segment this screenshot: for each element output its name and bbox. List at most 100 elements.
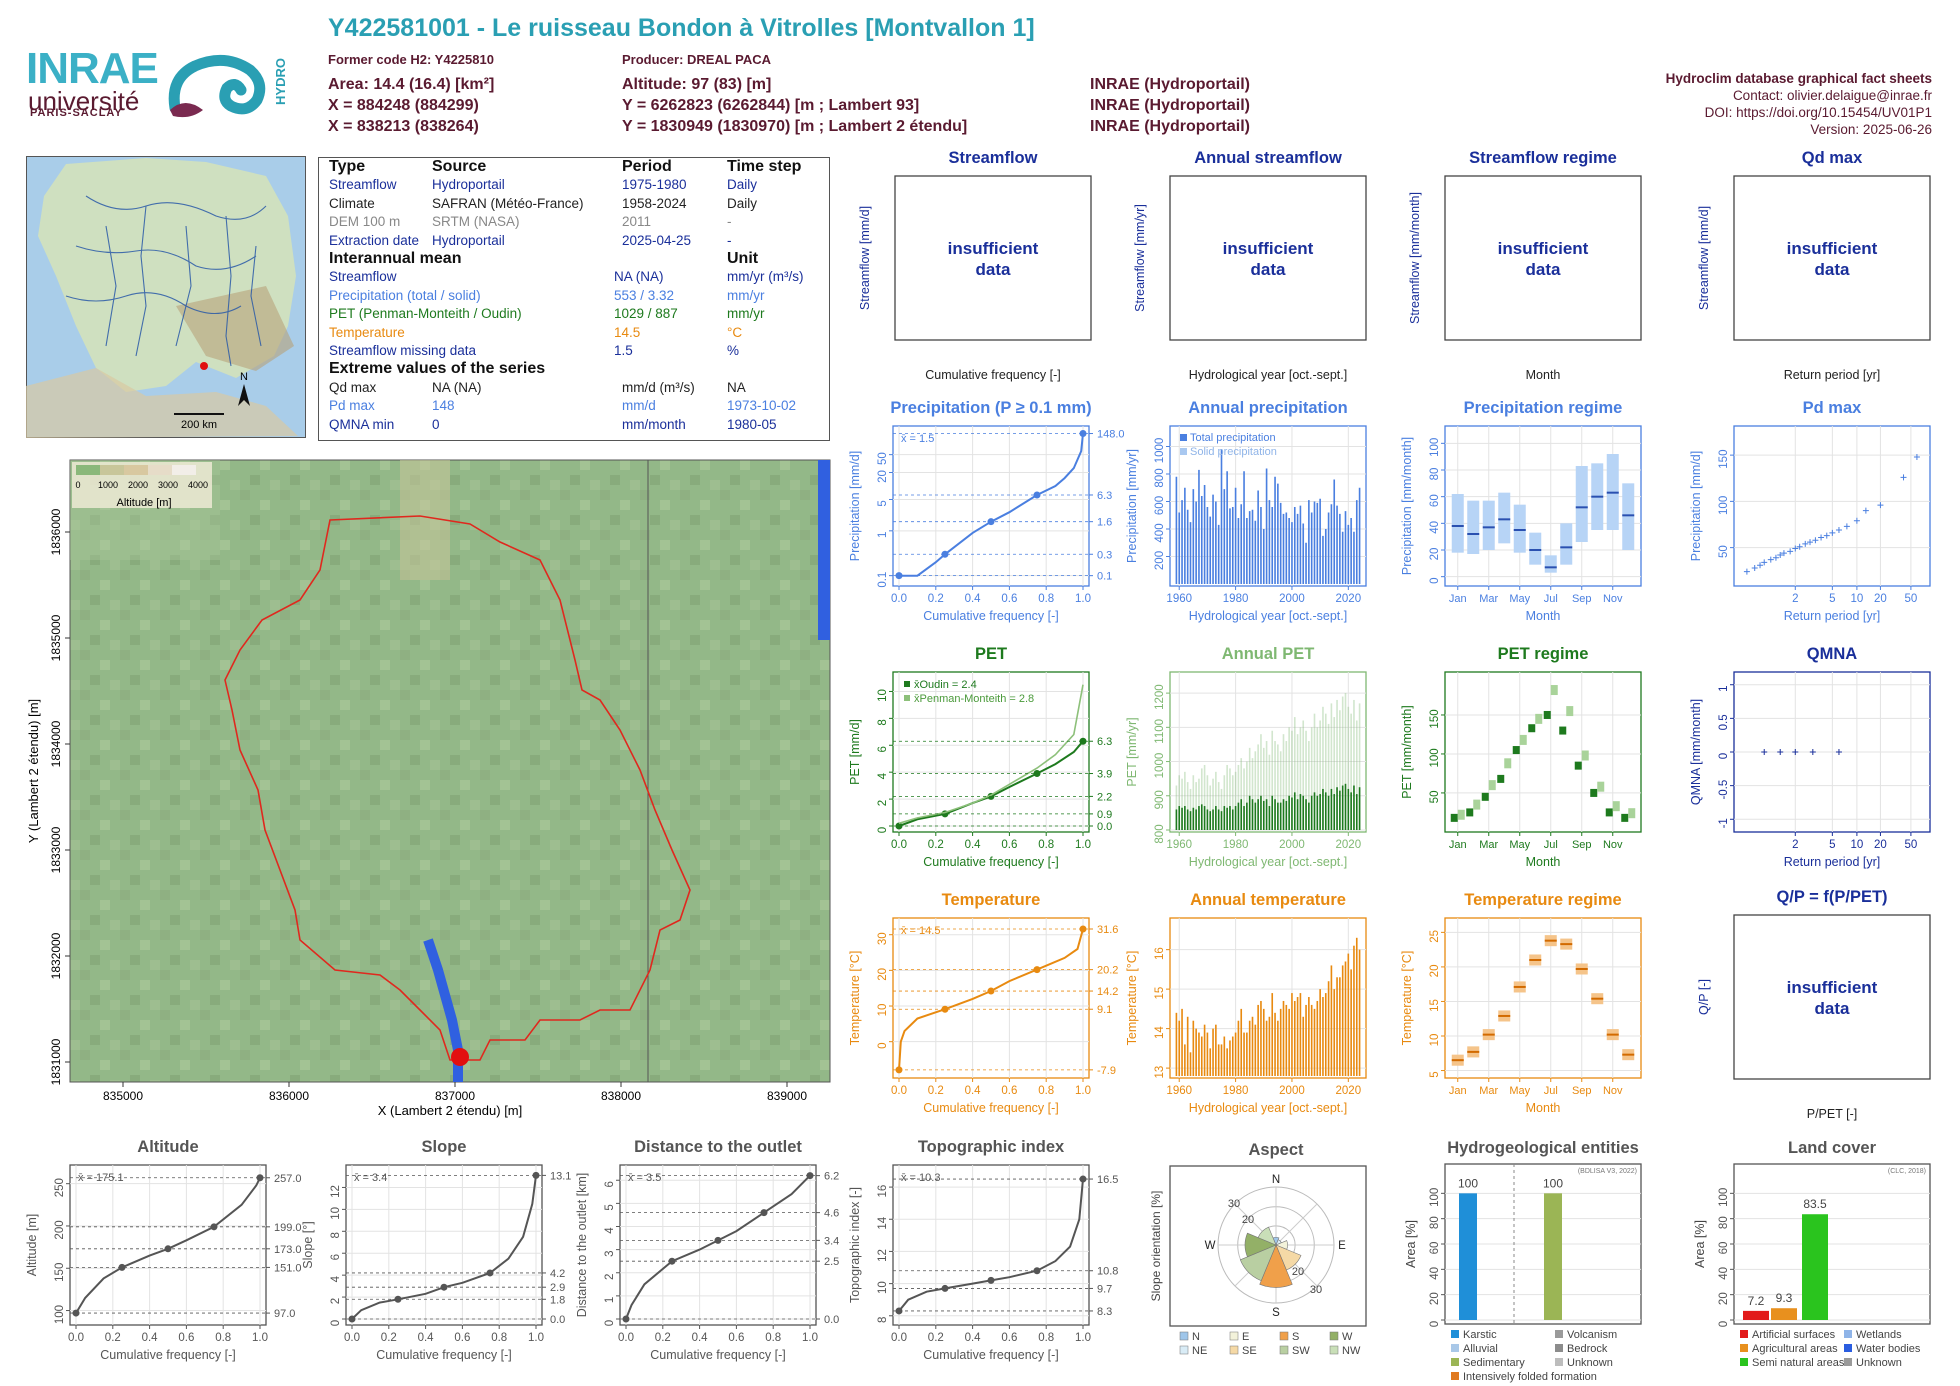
aspect-legend-label: W (1342, 1331, 1353, 1343)
annual_precip-bar (1293, 507, 1296, 584)
hydrogeo-legend-swatch (1451, 1330, 1459, 1338)
annual_temp-bar (1344, 961, 1347, 1076)
map-xtick-label: 837000 (435, 1089, 475, 1103)
annual_temp-bar (1231, 1036, 1234, 1076)
qmna-xtick-label: 50 (1905, 839, 1918, 851)
annual_precip-bar (1324, 529, 1327, 584)
annual_pet-bar (1203, 806, 1206, 830)
former-code: Former code H2: Y4225810 (328, 52, 494, 67)
annual_temp-y-label: Temperature [°C] (1125, 951, 1139, 1046)
annual_precip-bar (1243, 471, 1245, 584)
pet_regime-xtick-label: Nov (1603, 839, 1623, 851)
annual_precip-bar (1327, 512, 1330, 584)
pet-regime-pm (1597, 781, 1605, 792)
pd_max-point (1818, 534, 1825, 541)
annual_precip-bar (1285, 512, 1288, 584)
temp_cdf-x-label: Cumulative frequency [-] (923, 1101, 1058, 1115)
annual_precip-bar (1316, 502, 1319, 584)
annual_pet-bar (1293, 717, 1296, 830)
hydrogeo-legend-label: Bedrock (1567, 1343, 1608, 1355)
annual_pet-bar (1302, 795, 1305, 830)
pd_max-x-label: Return period [yr] (1784, 609, 1881, 623)
precip_regime-x-label: Month (1526, 609, 1561, 623)
legend-total-precip: Total precipitation (1190, 432, 1276, 444)
annual_temp-bar (1198, 1032, 1200, 1076)
annual_precip-bar (1353, 531, 1355, 584)
pd_max-xtick-label: 50 (1905, 593, 1918, 605)
annual_precip-bar (1268, 500, 1271, 584)
precip_cdf-ytick-label: 50 (877, 452, 889, 465)
annual_pet-ytick-label: 1200 (1154, 684, 1166, 710)
annual_temp-bar (1279, 1008, 1282, 1076)
precip_cdf-right-tick-label: 6.3 (1097, 490, 1112, 502)
table-row: Precipitation (total / solid) 553 / 3.32 m… (329, 287, 765, 303)
annual_temp-bar (1330, 965, 1333, 1076)
annual_pet-bar (1198, 778, 1200, 830)
precip-regime-box (1575, 466, 1588, 542)
france-overview-map: 200 km N (26, 156, 306, 438)
annual_pet-bar (1262, 747, 1265, 830)
landcover-bar (1802, 1214, 1828, 1320)
distance_cdf-quantile-point (806, 1172, 814, 1180)
pd_max-point (1862, 507, 1869, 514)
annual_temp-bar (1268, 1016, 1271, 1076)
precip_cdf-mean-label: x̄ = 1.5 (901, 433, 934, 445)
altitude-legend-tick: 0 (75, 480, 80, 490)
aspect-compass-n: N (1272, 1174, 1280, 1186)
pd_max-point (1853, 517, 1860, 524)
table-row: Temperature 14.5 °C (329, 324, 743, 340)
altitude-legend (76, 465, 196, 475)
source-xy93: INRAE (Hydroportail) (1090, 97, 1250, 114)
qmna-xtick-label: 10 (1850, 839, 1863, 851)
qmna-x-label: Return period [yr] (1784, 855, 1881, 869)
annual_pet-bar (1189, 788, 1192, 830)
pd_max-point (1777, 552, 1784, 559)
distance_cdf-y-label: Distance to the outlet [km] (575, 1173, 589, 1318)
annual_pet-bar (1243, 768, 1245, 830)
annual_pet-bar (1246, 802, 1248, 830)
annual_pet-bar (1240, 758, 1243, 830)
pet_regime-xtick-label: May (1509, 839, 1530, 851)
distance_cdf-curve (625, 1174, 811, 1320)
annual_pet-bar (1299, 794, 1302, 830)
temp_regime-title: Temperature regime (1464, 891, 1621, 909)
precip-regime-box (1451, 494, 1464, 553)
slope_cdf-right-tick-label: 1.8 (550, 1294, 565, 1306)
slope_cdf-right-tick-label: 4.2 (550, 1268, 565, 1280)
annual_precip-xtick-label: 2020 (1336, 593, 1362, 605)
annual_temp-bar (1285, 1004, 1288, 1076)
distance_cdf-xtick-label: 0.2 (655, 1332, 671, 1344)
annual_pet-bar (1231, 809, 1234, 830)
landcover-value-label: 83.5 (1803, 1197, 1827, 1211)
slope_cdf-quantile-point (394, 1295, 402, 1303)
temp_cdf-quantile-point (941, 1005, 949, 1013)
annual_pet-bar (1220, 788, 1223, 830)
annual_pet-bar (1277, 802, 1279, 830)
pet-regime-pm (1519, 734, 1527, 745)
slope_cdf-curve (351, 1175, 537, 1320)
altitude_cdf-xtick-label: 0.8 (215, 1332, 231, 1344)
hydrogeo-y-label: Area [%] (1404, 1220, 1418, 1268)
landcover-legend-swatch (1740, 1330, 1748, 1338)
annual_temp-bar (1206, 1032, 1209, 1076)
distance_cdf-xtick-label: 0.8 (765, 1332, 781, 1344)
landcover-ytick-label: 80 (1718, 1216, 1730, 1229)
aspect-compass-s: S (1272, 1307, 1280, 1319)
annual_temp-xtick-label: 2000 (1279, 1085, 1305, 1097)
pet_regime-x-label: Month (1526, 855, 1561, 869)
empty-panel-frame (1733, 175, 1931, 341)
annual_temp-ytick-label: 16 (1154, 947, 1166, 960)
precip_cdf-right-tick-label: 0.1 (1097, 571, 1112, 583)
annual_temp-bar (1310, 1004, 1313, 1076)
aspect-y-label: Slope orientation [%] (1149, 1191, 1163, 1302)
temp_cdf-ytick-label: 20 (877, 968, 889, 981)
pet-regime-oudin (1559, 726, 1567, 735)
panel-title: Q/P = f(P/PET) (1776, 888, 1887, 906)
contact[interactable]: Contact: olivier.delaigue@inrae.fr (1732, 88, 1932, 103)
slope_cdf-xtick-label: 1.0 (528, 1332, 544, 1344)
doi-link[interactable]: DOI: https://doi.org/10.15454/UV01P1 (1704, 105, 1932, 120)
altitude_cdf-ytick-label: 150 (54, 1263, 66, 1282)
distance_cdf-xtick-label: 0.0 (618, 1332, 634, 1344)
altitude_cdf-right-tick-label: 257.0 (274, 1173, 302, 1185)
